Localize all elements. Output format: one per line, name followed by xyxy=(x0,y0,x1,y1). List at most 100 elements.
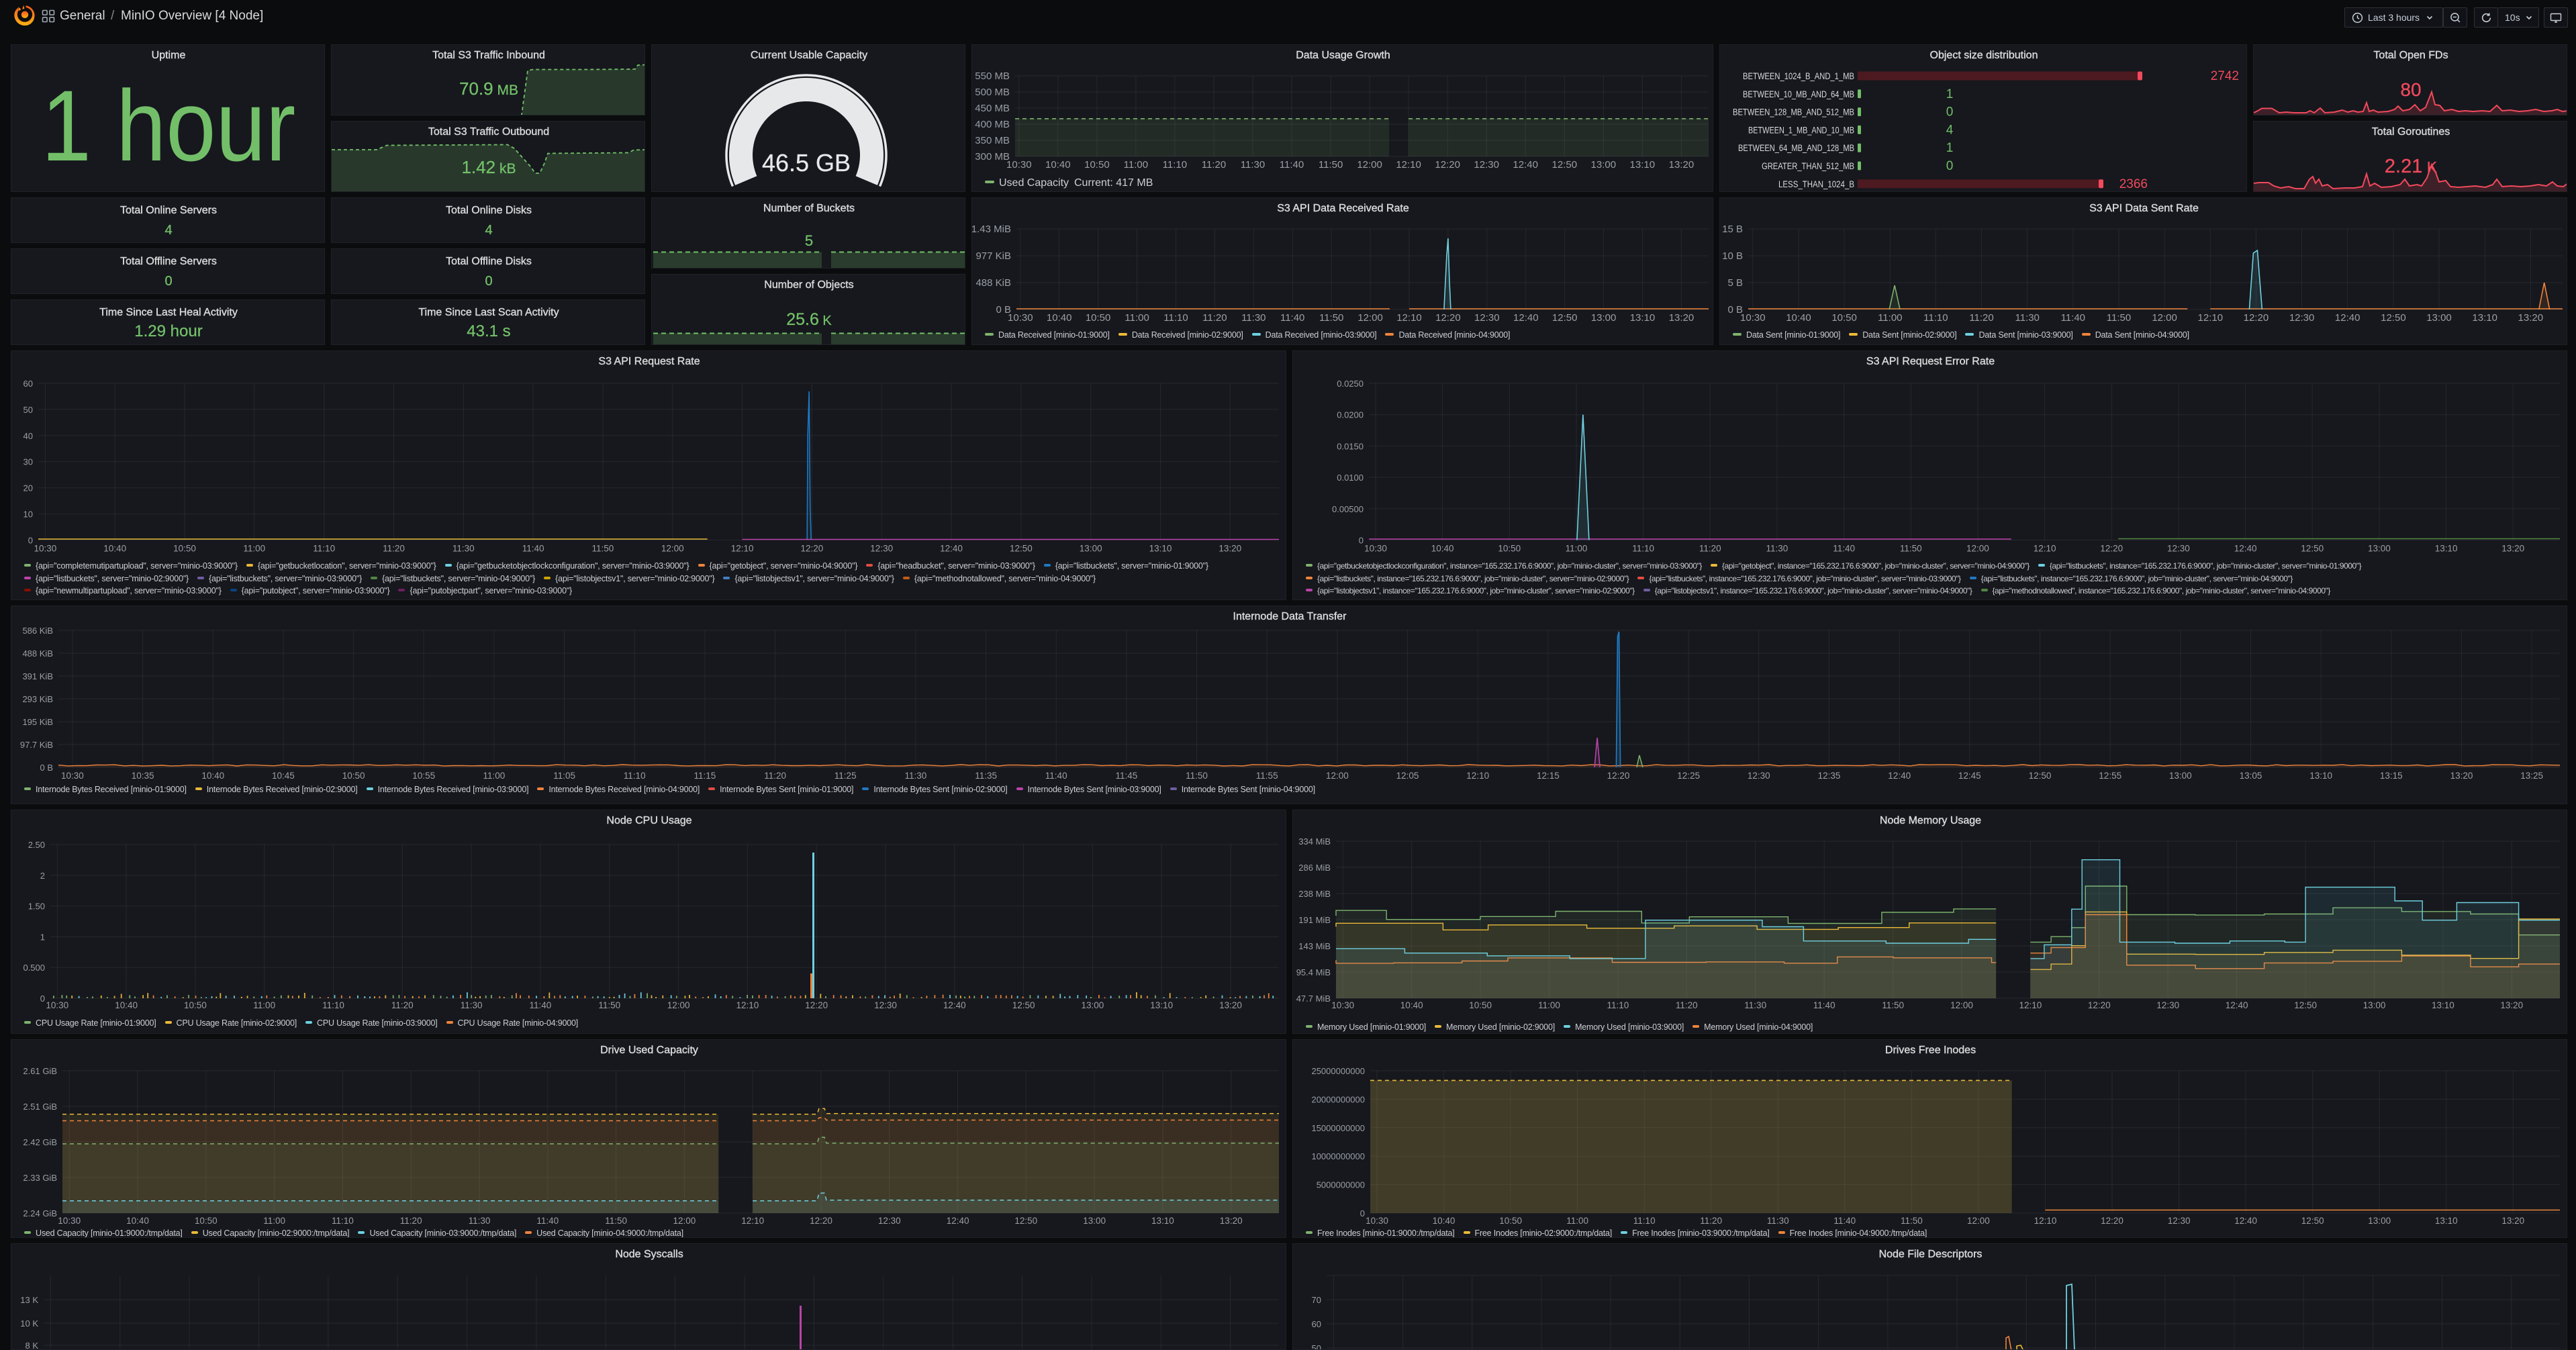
svg-text:12:10: 12:10 xyxy=(2019,1000,2042,1010)
svg-text:10:50: 10:50 xyxy=(342,771,365,781)
svg-text:11:40: 11:40 xyxy=(522,544,544,554)
svg-text:12:50: 12:50 xyxy=(2381,312,2406,324)
svg-text:11:25: 11:25 xyxy=(834,771,857,781)
svg-text:12:20: 12:20 xyxy=(1435,312,1461,324)
svg-text:13:10: 13:10 xyxy=(2435,1216,2458,1226)
svg-text:13:00: 13:00 xyxy=(1591,312,1617,324)
svg-text:50: 50 xyxy=(1312,1343,1321,1350)
svg-text:293 KiB: 293 KiB xyxy=(22,694,53,704)
svg-text:12:45: 12:45 xyxy=(1958,771,1981,781)
svg-text:97.7 KiB: 97.7 KiB xyxy=(20,740,53,750)
svg-text:10:50: 10:50 xyxy=(1831,312,1857,324)
svg-text:12:40: 12:40 xyxy=(2335,312,2360,324)
svg-text:11:20: 11:20 xyxy=(1202,159,1226,171)
svg-text:300 MB: 300 MB xyxy=(975,151,1010,162)
svg-text:10:50: 10:50 xyxy=(173,544,196,554)
svg-text:11:40: 11:40 xyxy=(1280,159,1304,171)
svg-text:13:10: 13:10 xyxy=(1630,159,1656,171)
svg-text:2.24 GiB: 2.24 GiB xyxy=(23,1208,57,1218)
svg-text:12:00: 12:00 xyxy=(661,544,684,554)
svg-text:12:30: 12:30 xyxy=(2168,1216,2191,1226)
svg-text:10000000000: 10000000000 xyxy=(1311,1151,1365,1161)
svg-text:2.51 GiB: 2.51 GiB xyxy=(23,1102,57,1112)
svg-text:11:00: 11:00 xyxy=(1125,312,1149,324)
svg-text:12:40: 12:40 xyxy=(1888,771,1911,781)
svg-text:12:00: 12:00 xyxy=(673,1216,696,1226)
svg-text:10:50: 10:50 xyxy=(1498,544,1521,554)
svg-text:13:00: 13:00 xyxy=(2368,1216,2391,1226)
svg-text:12:20: 12:20 xyxy=(805,1000,828,1010)
svg-text:2.42 GiB: 2.42 GiB xyxy=(23,1137,57,1147)
svg-text:12:40: 12:40 xyxy=(940,544,963,554)
svg-text:143 MiB: 143 MiB xyxy=(1298,941,1331,951)
svg-text:10:50: 10:50 xyxy=(1084,159,1110,171)
svg-text:11:10: 11:10 xyxy=(1923,312,1948,324)
svg-text:11:30: 11:30 xyxy=(461,1000,483,1010)
svg-text:0.0250: 0.0250 xyxy=(1337,379,1364,389)
svg-text:391 KiB: 391 KiB xyxy=(22,671,53,681)
svg-text:13:10: 13:10 xyxy=(1150,1000,1173,1010)
svg-text:13:10: 13:10 xyxy=(2435,544,2458,554)
svg-text:5 B: 5 B xyxy=(1727,277,1743,289)
svg-text:12:20: 12:20 xyxy=(2244,312,2269,324)
svg-text:11:10: 11:10 xyxy=(1632,544,1654,554)
svg-text:10:50: 10:50 xyxy=(1469,1000,1492,1010)
svg-text:40: 40 xyxy=(23,431,33,441)
svg-text:11:30: 11:30 xyxy=(1241,159,1265,171)
svg-text:12:30: 12:30 xyxy=(870,544,893,554)
svg-text:11:50: 11:50 xyxy=(2107,312,2131,324)
svg-text:13:20: 13:20 xyxy=(1219,1000,1242,1010)
svg-text:13:20: 13:20 xyxy=(1669,159,1695,171)
svg-text:11:40: 11:40 xyxy=(536,1216,559,1226)
svg-text:11:50: 11:50 xyxy=(598,1000,620,1010)
svg-text:11:50: 11:50 xyxy=(1900,544,1922,554)
svg-text:12:30: 12:30 xyxy=(874,1000,897,1010)
svg-text:11:15: 11:15 xyxy=(694,771,716,781)
svg-text:12:10: 12:10 xyxy=(741,1216,764,1226)
svg-text:12:50: 12:50 xyxy=(1012,1000,1035,1010)
svg-text:60: 60 xyxy=(1312,1319,1321,1329)
svg-text:11:40: 11:40 xyxy=(2061,312,2085,324)
svg-text:BETWEEN_64_MB_AND_128_MB: BETWEEN_64_MB_AND_128_MB xyxy=(1738,143,1854,153)
svg-text:488 KiB: 488 KiB xyxy=(22,648,53,659)
svg-text:2.50: 2.50 xyxy=(28,840,45,850)
svg-text:286 MiB: 286 MiB xyxy=(1298,863,1331,873)
svg-text:2: 2 xyxy=(40,871,45,881)
svg-text:11:10: 11:10 xyxy=(1163,312,1188,324)
svg-text:10:55: 10:55 xyxy=(412,771,435,781)
svg-text:10:30: 10:30 xyxy=(1740,312,1766,324)
svg-text:0: 0 xyxy=(28,535,33,545)
svg-text:95.4 MiB: 95.4 MiB xyxy=(1296,967,1331,977)
svg-text:20000000000: 20000000000 xyxy=(1311,1094,1365,1104)
svg-text:12:10: 12:10 xyxy=(2034,1216,2057,1226)
svg-text:25000000000: 25000000000 xyxy=(1311,1066,1365,1076)
svg-text:191 MiB: 191 MiB xyxy=(1298,915,1331,925)
svg-text:12:50: 12:50 xyxy=(2301,1216,2324,1226)
svg-text:450 MB: 450 MB xyxy=(975,103,1010,114)
svg-text:11:00: 11:00 xyxy=(1566,544,1588,554)
svg-text:350 MB: 350 MB xyxy=(975,135,1010,146)
svg-text:12:40: 12:40 xyxy=(947,1216,969,1226)
svg-text:12:50: 12:50 xyxy=(2029,771,2052,781)
svg-text:11:30: 11:30 xyxy=(469,1216,491,1226)
svg-text:10:30: 10:30 xyxy=(46,1000,68,1010)
svg-text:13:20: 13:20 xyxy=(2500,1000,2523,1010)
svg-text:12:00: 12:00 xyxy=(2152,312,2177,324)
svg-text:10:40: 10:40 xyxy=(1045,159,1071,171)
svg-text:12:25: 12:25 xyxy=(1677,771,1700,781)
svg-text:11:00: 11:00 xyxy=(243,544,265,554)
svg-text:12:40: 12:40 xyxy=(2234,544,2257,554)
svg-text:12:10: 12:10 xyxy=(1466,771,1489,781)
svg-text:10:50: 10:50 xyxy=(1499,1216,1522,1226)
svg-text:2.61 GiB: 2.61 GiB xyxy=(23,1066,57,1076)
svg-text:0.00500: 0.00500 xyxy=(1332,504,1364,514)
svg-text:12:10: 12:10 xyxy=(2198,312,2224,324)
svg-text:11:20: 11:20 xyxy=(400,1216,422,1226)
svg-text:13:10: 13:10 xyxy=(1151,1216,1174,1226)
svg-text:11:20: 11:20 xyxy=(383,544,405,554)
svg-text:13:00: 13:00 xyxy=(1083,1216,1106,1226)
svg-text:13:20: 13:20 xyxy=(1669,312,1695,324)
svg-text:400 MB: 400 MB xyxy=(975,119,1010,130)
svg-text:13:00: 13:00 xyxy=(2363,1000,2386,1010)
svg-text:11:00: 11:00 xyxy=(1538,1000,1560,1010)
